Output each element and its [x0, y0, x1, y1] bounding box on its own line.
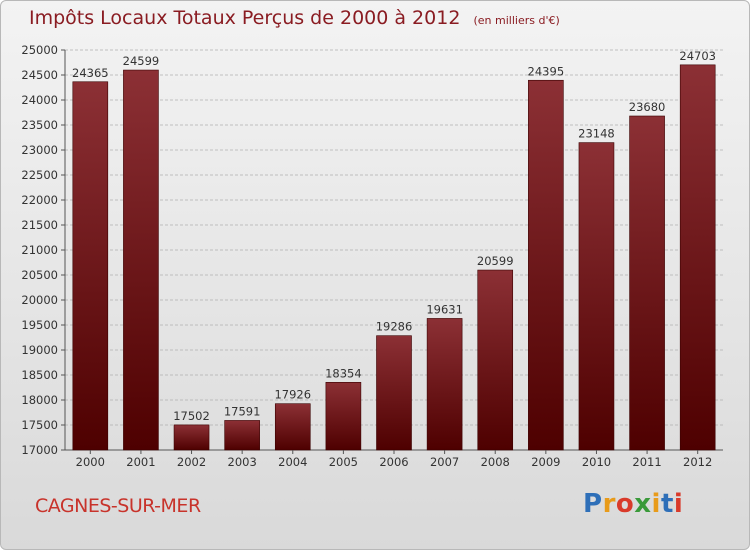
- y-tick-label: 24000: [21, 93, 58, 107]
- bar-2008: [477, 269, 514, 451]
- data-label-2002: 17502: [173, 409, 210, 423]
- y-tick-label: 20500: [21, 268, 58, 282]
- data-label-2005: 18354: [325, 366, 362, 380]
- x-tick-labels: 2000 2001 2002 2003 2004 2005 2006 2007 2008 2009…: [76, 450, 712, 469]
- x-tick-label: 2003: [228, 455, 257, 469]
- x-tick-label: 2011: [632, 455, 661, 469]
- y-tick-label: 19500: [21, 318, 58, 332]
- x-tick-label: 2008: [481, 455, 510, 469]
- data-label-2007: 19631: [426, 302, 463, 316]
- bar-2007: [426, 318, 463, 451]
- bar-2009: [528, 79, 564, 451]
- y-tick-label: 25000: [21, 43, 58, 57]
- x-tick-label: 2002: [177, 455, 206, 469]
- y-tick-label: 23500: [21, 118, 58, 132]
- data-label-2012: 24703: [679, 49, 716, 63]
- logo-letter: P: [583, 489, 603, 519]
- data-label-2001: 24599: [123, 54, 160, 68]
- bar-2004: [274, 403, 311, 451]
- y-tick-label: 18000: [21, 393, 58, 407]
- data-label-2011: 23680: [629, 100, 666, 114]
- y-tick-label: 18500: [21, 368, 58, 382]
- y-tick-label: 22500: [21, 168, 58, 182]
- grid-lines: [61, 49, 723, 451]
- data-label-2004: 17926: [274, 388, 311, 402]
- bar-2001: [123, 69, 159, 451]
- x-tick-label: 2000: [76, 455, 105, 469]
- x-tick-label: 2004: [278, 455, 307, 469]
- y-tick-label: 22000: [21, 193, 58, 207]
- x-tick-label: 2001: [126, 455, 155, 469]
- logo-letter: t: [660, 489, 674, 519]
- bar-2011: [629, 115, 665, 451]
- y-tick-label: 19000: [21, 343, 58, 357]
- data-label-2003: 17591: [224, 404, 261, 418]
- y-tick-label: 23000: [21, 143, 58, 157]
- data-labels: 24365 24599 17502 17591 17926 18354 19286 19631…: [72, 49, 716, 423]
- bar-2000: [72, 81, 109, 451]
- x-tick-label: 2006: [379, 455, 408, 469]
- bar-2006: [376, 335, 412, 451]
- y-tick-label: 17000: [21, 443, 58, 457]
- bar-2005: [325, 381, 362, 451]
- logo-letter: x: [634, 489, 652, 519]
- x-tick-label: 2009: [531, 455, 560, 469]
- chart-subtitle: (en milliers d'€): [473, 14, 560, 27]
- bar-2002: [173, 424, 210, 451]
- x-tick-label: 2007: [430, 455, 459, 469]
- y-tick-labels: 17000 17500 18000 18500 19000 19500 20000 20500…: [21, 43, 58, 457]
- logo-letter: i: [673, 489, 684, 519]
- bars: [72, 64, 716, 451]
- y-tick-label: 21500: [21, 218, 58, 232]
- y-tick-label: 20000: [21, 293, 58, 307]
- location-label: CAGNES-SUR-MER: [35, 495, 201, 517]
- data-label-2000: 24365: [72, 66, 109, 80]
- y-tick-label: 24500: [21, 68, 58, 82]
- bar-2010: [578, 142, 615, 451]
- data-label-2009: 24395: [528, 64, 565, 78]
- logo-letter: i: [651, 489, 661, 519]
- title-row: Impôts Locaux Totaux Perçus de 2000 à 20…: [29, 7, 560, 29]
- x-tick-label: 2012: [683, 455, 712, 469]
- logo-letter: o: [615, 489, 635, 519]
- x-tick-label: 2005: [329, 455, 358, 469]
- data-label-2008: 20599: [477, 254, 514, 268]
- proxiti-logo: Proxiti: [583, 489, 683, 519]
- chart-title: Impôts Locaux Totaux Perçus de 2000 à 20…: [29, 7, 461, 29]
- logo-letter: r: [602, 489, 616, 519]
- bar-2003: [224, 420, 260, 451]
- data-label-2006: 19286: [376, 320, 413, 334]
- y-tick-label: 21000: [21, 243, 58, 257]
- x-tick-label: 2010: [582, 455, 611, 469]
- data-label-2010: 23148: [578, 127, 615, 141]
- y-tick-label: 17500: [21, 418, 58, 432]
- bar-2012: [679, 64, 716, 451]
